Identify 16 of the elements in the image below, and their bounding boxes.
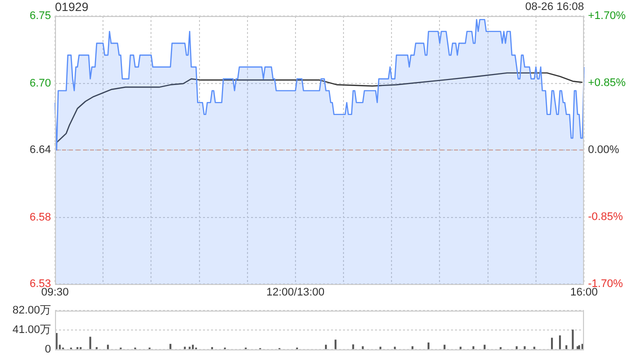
y-tick-label: 6.64 [30, 144, 51, 156]
x-tick-label: 16:00 [570, 286, 598, 299]
y-tick-label: 41.00万 [12, 324, 51, 336]
chart-title: 01929 [55, 0, 88, 14]
x-tick-label: 09:30 [41, 286, 69, 299]
y2-tick-label: -0.85% [588, 211, 624, 224]
y-tick-label: 6.70 [30, 78, 51, 90]
y-tick-label: 6.75 [30, 10, 51, 22]
x-tick-label: 12:00/13:00 [266, 286, 325, 299]
y-tick-label: 0 [44, 343, 51, 356]
y-tick-label: 6.58 [30, 212, 51, 224]
y2-tick-label: 0.00% [588, 144, 620, 156]
y-tick-label: 82.00万 [12, 304, 51, 317]
text: 08-26 16:08 [525, 0, 584, 14]
y2-tick-label: +0.85% [588, 77, 626, 90]
y2-tick-label: +1.70% [588, 10, 626, 22]
